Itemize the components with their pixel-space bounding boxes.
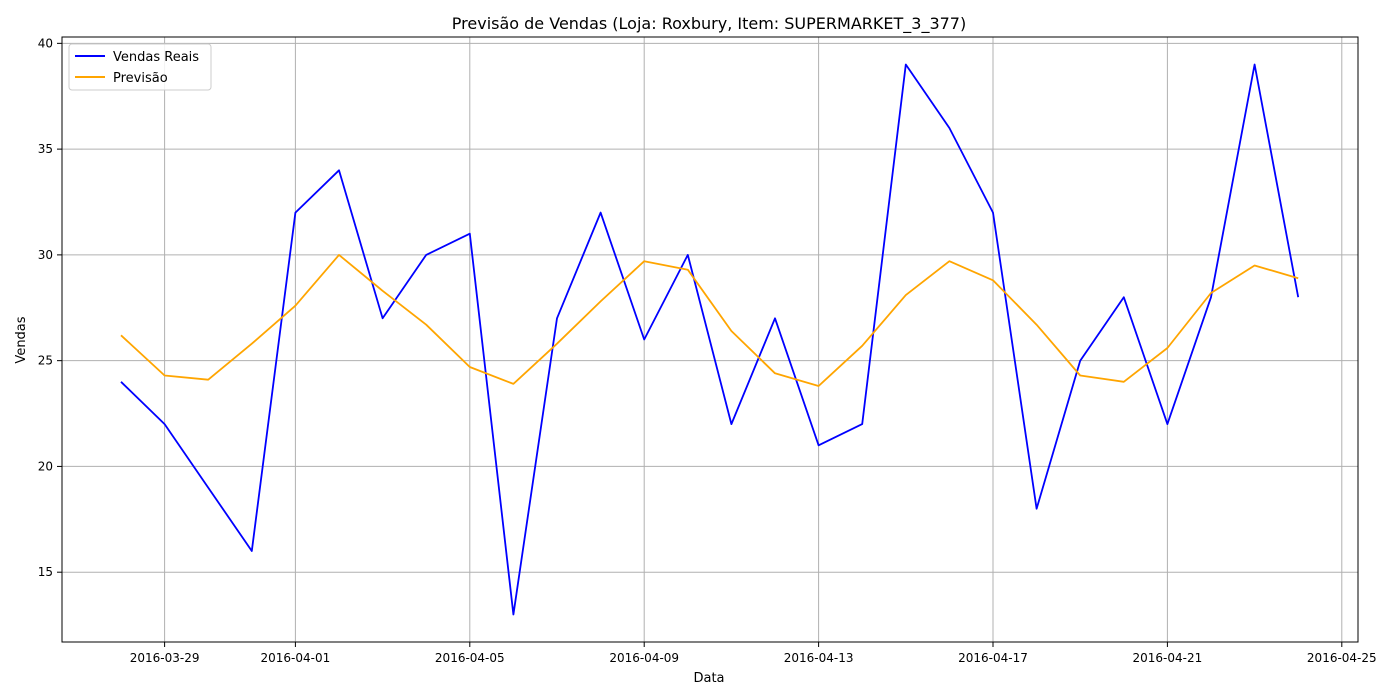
plot-frame — [61, 36, 1359, 643]
x-axis-ticks: 2016-03-29 2016-04-01 2016-04-05 2016-04-09… — [130, 642, 1377, 665]
legend-label-previsao: Previsão — [113, 71, 168, 86]
series-line-vendas-reais — [120, 63, 1300, 616]
legend: Vendas Reais Previsão — [68, 43, 212, 91]
y-axis-ticks: 15 20 25 30 35 40 — [38, 36, 62, 579]
grid — [62, 37, 1358, 642]
x-tick-label: 2016-04-05 — [435, 651, 505, 665]
x-tick-label: 2016-04-25 — [1307, 651, 1377, 665]
series-lines — [120, 63, 1300, 616]
legend-label-vendas-reais: Vendas Reais — [113, 50, 199, 65]
y-tick-label: 15 — [38, 565, 53, 579]
x-tick-label: 2016-04-01 — [261, 651, 331, 665]
x-axis-label: Data — [693, 671, 724, 686]
series-line-previsao — [120, 253, 1299, 387]
x-tick-label: 2016-04-09 — [609, 651, 679, 665]
chart-title: Previsão de Vendas (Loja: Roxbury, Item:… — [452, 14, 966, 34]
y-tick-label: 25 — [38, 354, 53, 368]
x-tick-label: 2016-03-29 — [130, 651, 200, 665]
y-tick-label: 30 — [38, 248, 53, 262]
y-axis-label: Vendas — [14, 316, 29, 363]
x-tick-label: 2016-04-17 — [958, 651, 1028, 665]
y-tick-label: 35 — [38, 142, 53, 156]
y-tick-label: 40 — [38, 36, 53, 50]
x-tick-label: 2016-04-13 — [784, 651, 854, 665]
x-tick-label: 2016-04-21 — [1133, 651, 1203, 665]
y-tick-label: 20 — [38, 459, 53, 473]
